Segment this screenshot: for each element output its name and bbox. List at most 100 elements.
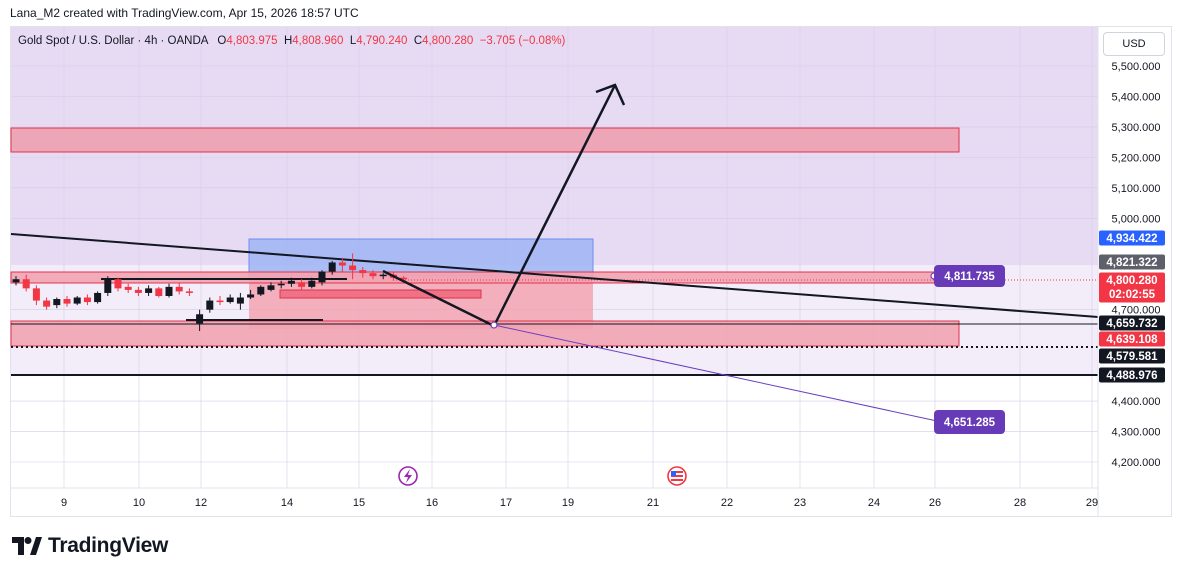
candle-body — [83, 297, 91, 303]
candle-body — [349, 265, 357, 271]
candle-body — [359, 270, 367, 274]
candle[interactable] — [247, 289, 255, 300]
low-label: L — [349, 35, 357, 47]
candle[interactable] — [12, 276, 20, 286]
candle-body — [369, 273, 377, 277]
price-badge-label: 4,639.108 — [1106, 334, 1158, 346]
price-badge[interactable]: 4,639.108 — [1099, 331, 1165, 347]
candle-body — [94, 292, 102, 303]
purple-projection-line[interactable] — [493, 324, 938, 422]
candle[interactable] — [267, 282, 275, 292]
demand-zone[interactable] — [10, 320, 960, 347]
candle-body — [145, 288, 153, 293]
candle[interactable] — [134, 286, 142, 296]
candle-body — [32, 288, 40, 301]
high-label: H — [283, 35, 293, 47]
candle-body — [185, 291, 193, 293]
candle[interactable] — [114, 277, 122, 292]
annotation-label: 4,811.735 — [944, 271, 995, 283]
open-label: O — [217, 35, 227, 47]
resistance-zone[interactable] — [10, 271, 960, 284]
symbol-legend[interactable]: Gold Spot / U.S. Dollar · 4h · OANDA O4,… — [18, 35, 565, 47]
small-zone[interactable] — [279, 289, 482, 299]
candle-body — [328, 262, 336, 272]
price-badge-label: 4,934.422 — [1106, 233, 1157, 245]
candle[interactable] — [63, 295, 71, 307]
tradingview-brand[interactable]: TradingView — [12, 534, 168, 558]
x-tick-label: 26 — [929, 497, 941, 509]
candle[interactable] — [338, 257, 346, 272]
candle[interactable] — [226, 294, 234, 304]
candle[interactable] — [298, 279, 306, 290]
candle[interactable] — [155, 286, 163, 298]
candle[interactable] — [349, 253, 357, 280]
price-badge[interactable]: 4,659.732 — [1099, 315, 1165, 331]
candle[interactable] — [104, 276, 112, 296]
annotation-4651[interactable]: 4,651.285 — [934, 410, 1005, 434]
brand-name: TradingView — [48, 534, 169, 557]
candle[interactable] — [43, 297, 51, 310]
candle[interactable] — [216, 295, 224, 306]
candle[interactable] — [165, 283, 173, 298]
price-badge[interactable]: 4,934.422 — [1099, 230, 1165, 246]
price-badge-label: 4,821.322 — [1106, 257, 1157, 269]
candle[interactable] — [308, 277, 316, 289]
x-tick-label: 28 — [1014, 497, 1026, 509]
candle[interactable] — [328, 260, 336, 275]
tradingview-logo-icon — [12, 537, 42, 555]
x-tick-label: 19 — [562, 497, 574, 509]
candle-body — [308, 280, 316, 287]
change-value: −3.705 (−0.08%) — [479, 35, 566, 47]
candle[interactable] — [94, 291, 102, 304]
currency-button[interactable]: USD — [1103, 32, 1165, 56]
candle[interactable] — [318, 270, 326, 286]
candle[interactable] — [175, 282, 183, 295]
candle[interactable] — [206, 297, 214, 313]
x-tick-label: 14 — [281, 497, 293, 509]
price-badge[interactable]: 4,488.976 — [1099, 367, 1165, 383]
trend-line[interactable] — [10, 233, 1099, 318]
candle[interactable] — [369, 270, 377, 280]
candle-body — [338, 262, 346, 266]
us-flag-event-icon[interactable] — [667, 466, 687, 486]
candle[interactable] — [287, 277, 295, 287]
candle[interactable] — [196, 309, 204, 332]
supply-zone-top[interactable] — [10, 127, 960, 153]
price-badge-label: 4,659.732 — [1106, 318, 1157, 330]
y-tick-label: 4,400.000 — [1112, 396, 1161, 408]
candle[interactable] — [22, 274, 30, 292]
annotation-4811[interactable]: 4,811.735 — [934, 265, 1005, 287]
x-tick-label: 9 — [61, 497, 67, 509]
candle-body — [124, 286, 132, 290]
y-axis-labels: 5,500.000 5,400.000 5,300.000 5,200.000 5,10… — [1112, 61, 1161, 469]
price-badge[interactable]: 4,579.581 — [1099, 348, 1165, 364]
countdown-label: 02:02:55 — [1109, 289, 1156, 301]
candle[interactable] — [145, 285, 153, 296]
y-tick-label: 5,200.000 — [1112, 152, 1161, 164]
blue-zone[interactable] — [248, 238, 594, 277]
x-tick-label: 17 — [500, 497, 512, 509]
candle[interactable] — [277, 280, 285, 289]
candle-body — [63, 299, 71, 304]
candle[interactable] — [32, 285, 40, 306]
price-badge-bg — [1099, 272, 1165, 303]
candle[interactable] — [83, 294, 91, 306]
candle[interactable] — [359, 267, 367, 278]
candle[interactable] — [379, 273, 387, 280]
symbol-name: Gold Spot / U.S. Dollar · 4h · OANDA — [18, 35, 208, 47]
y-tick-label: 4,300.000 — [1112, 427, 1161, 439]
candle-body — [247, 294, 255, 298]
candle[interactable] — [185, 288, 193, 296]
projection-anchor-point[interactable] — [490, 321, 498, 329]
candle[interactable] — [53, 297, 61, 309]
price-badge[interactable]: 4,821.322 — [1099, 254, 1165, 270]
lightning-event-icon[interactable] — [398, 466, 418, 486]
price-badge[interactable]: 4,800.280 02:02:55 — [1099, 272, 1165, 303]
candle[interactable] — [124, 283, 132, 293]
candle[interactable] — [73, 295, 81, 306]
price-badge-label: 4,488.976 — [1106, 370, 1157, 382]
candle[interactable] — [257, 285, 265, 296]
candle[interactable] — [236, 292, 244, 310]
candle-body — [216, 300, 224, 303]
